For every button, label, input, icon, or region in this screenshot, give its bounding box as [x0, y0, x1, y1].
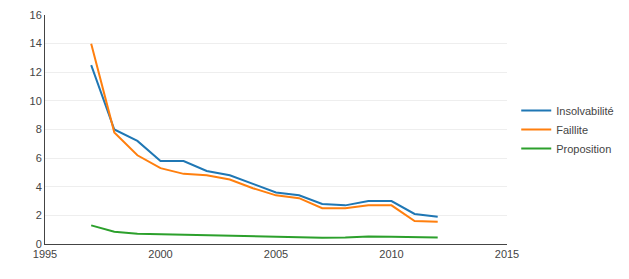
svg-text:0: 0	[36, 238, 42, 250]
svg-text:2005: 2005	[264, 248, 288, 260]
svg-text:2015: 2015	[495, 248, 519, 260]
svg-text:1995: 1995	[33, 248, 57, 260]
svg-text:2010: 2010	[379, 248, 403, 260]
svg-text:4: 4	[36, 181, 42, 193]
svg-text:8: 8	[36, 123, 42, 135]
svg-text:12: 12	[30, 66, 42, 78]
svg-text:6: 6	[36, 152, 42, 164]
svg-text:14: 14	[30, 37, 42, 49]
svg-text:2: 2	[36, 209, 42, 221]
svg-text:2000: 2000	[148, 248, 172, 260]
svg-text:Faillite: Faillite	[556, 124, 588, 136]
svg-text:10: 10	[30, 95, 42, 107]
svg-text:16: 16	[30, 9, 42, 21]
svg-text:Insolvabilité: Insolvabilité	[556, 105, 613, 117]
svg-text:Proposition: Proposition	[556, 143, 611, 155]
